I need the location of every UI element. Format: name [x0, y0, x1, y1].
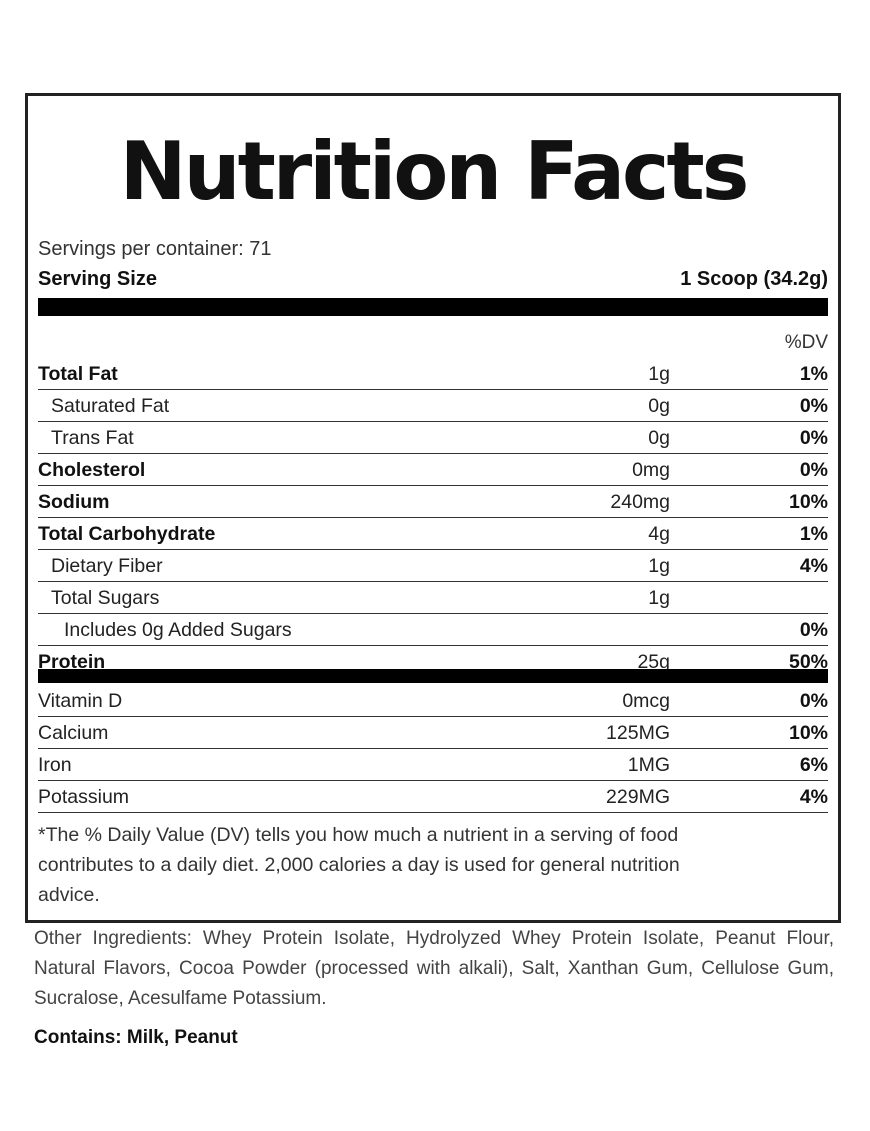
vitamin-name: Calcium	[38, 722, 109, 744]
nutrient-dv: 1%	[799, 363, 828, 385]
vitamin-amount: 0mcg	[622, 690, 670, 712]
nutrient-amount: 0g	[648, 395, 670, 417]
vitamin-dv: 10%	[788, 722, 828, 744]
nutrient-row-total-sugars: Total Sugars 1g	[38, 582, 828, 614]
vitamin-dv: 0%	[799, 690, 828, 712]
nutrient-row-saturated-fat: Saturated Fat 0g 0%	[38, 390, 828, 422]
vitamin-dv: 6%	[799, 754, 828, 776]
nutrient-dv: 50%	[788, 651, 828, 673]
vitamin-dv: 4%	[799, 786, 828, 808]
nutrient-amount: 1g	[648, 587, 670, 609]
nutrient-dv: 10%	[788, 491, 828, 513]
nutrient-name: Total Fat	[38, 363, 118, 385]
nutrient-name: Cholesterol	[38, 459, 146, 481]
nutrient-dv: 0%	[799, 459, 828, 481]
nutrient-amount: 240mg	[610, 491, 670, 513]
vitamin-row-iron: Iron 1MG 6%	[38, 749, 828, 781]
nutrient-row-sodium: Sodium 240mg 10%	[38, 486, 828, 518]
nutrient-amount: 0mg	[632, 459, 670, 481]
nutrient-name: Includes 0g Added Sugars	[64, 619, 292, 641]
nutrient-dv: 0%	[799, 427, 828, 449]
vitamin-name: Iron	[38, 754, 72, 776]
vitamin-amount: 229MG	[606, 786, 670, 808]
allergen-statement: Contains: Milk, Peanut	[34, 1027, 238, 1048]
nutrient-amount: 4g	[648, 523, 670, 545]
serving-size-label: Serving Size	[38, 268, 157, 290]
thick-divider	[38, 669, 828, 683]
nutrient-row-total-carbohydrate: Total Carbohydrate 4g 1%	[38, 518, 828, 550]
vitamin-amount: 1MG	[627, 754, 670, 776]
dv-footnote: *The % Daily Value (DV) tells you how mu…	[38, 824, 680, 906]
nutrient-amount: 25g	[637, 651, 670, 673]
vitamin-amount: 125MG	[606, 722, 670, 744]
nutrient-row-added-sugars: Includes 0g Added Sugars 0%	[38, 614, 828, 646]
nutrient-name: Saturated Fat	[51, 395, 170, 417]
vitamin-row-calcium: Calcium 125MG 10%	[38, 717, 828, 749]
vitamin-row-vitamin-d: Vitamin D 0mcg 0%	[38, 685, 828, 717]
nutrient-name: Total Sugars	[51, 587, 160, 609]
nutrient-dv: 0%	[799, 619, 828, 641]
nutrient-amount: 0g	[648, 427, 670, 449]
nutrient-row-protein: Protein 25g 50%	[38, 646, 828, 677]
nutrient-amount: 1g	[648, 363, 670, 385]
vitamin-name: Vitamin D	[38, 690, 123, 712]
serving-size-value: 1 Scoop (34.2g)	[680, 268, 828, 290]
vitamin-list: Vitamin D 0mcg 0% Calcium 125MG 10% Iron…	[38, 685, 828, 813]
nutrient-name: Trans Fat	[51, 427, 134, 449]
ingredients-text: Other Ingredients: Whey Protein Isolate,…	[34, 928, 834, 1009]
serving-size-row: Serving Size 1 Scoop (34.2g)	[38, 268, 828, 291]
servings-per-container: Servings per container: 71	[38, 238, 272, 260]
nutrient-row-total-fat: Total Fat 1g 1%	[38, 358, 828, 390]
dv-header: %DV	[784, 332, 828, 353]
nutrition-facts-label: Nutrition Facts Servings per container: …	[25, 93, 841, 923]
vitamin-row-potassium: Potassium 229MG 4%	[38, 781, 828, 813]
nutrient-name: Protein	[38, 651, 106, 673]
nutrient-list: Total Fat 1g 1% Saturated Fat 0g 0% Tran…	[38, 358, 828, 677]
nutrient-row-trans-fat: Trans Fat 0g 0%	[38, 422, 828, 454]
nutrient-row-cholesterol: Cholesterol 0mg 0%	[38, 454, 828, 486]
nutrient-dv: 0%	[799, 395, 828, 417]
nutrient-name: Sodium	[38, 491, 110, 513]
nutrient-dv: 4%	[799, 555, 828, 577]
nutrient-amount: 1g	[648, 555, 670, 577]
nutrient-name: Total Carbohydrate	[38, 523, 216, 545]
nutrient-name: Dietary Fiber	[51, 555, 163, 577]
thick-divider	[38, 298, 828, 316]
label-title: Nutrition Facts	[119, 125, 750, 218]
vitamin-name: Potassium	[38, 786, 130, 808]
nutrient-dv: 1%	[799, 523, 828, 545]
nutrient-row-dietary-fiber: Dietary Fiber 1g 4%	[38, 550, 828, 582]
